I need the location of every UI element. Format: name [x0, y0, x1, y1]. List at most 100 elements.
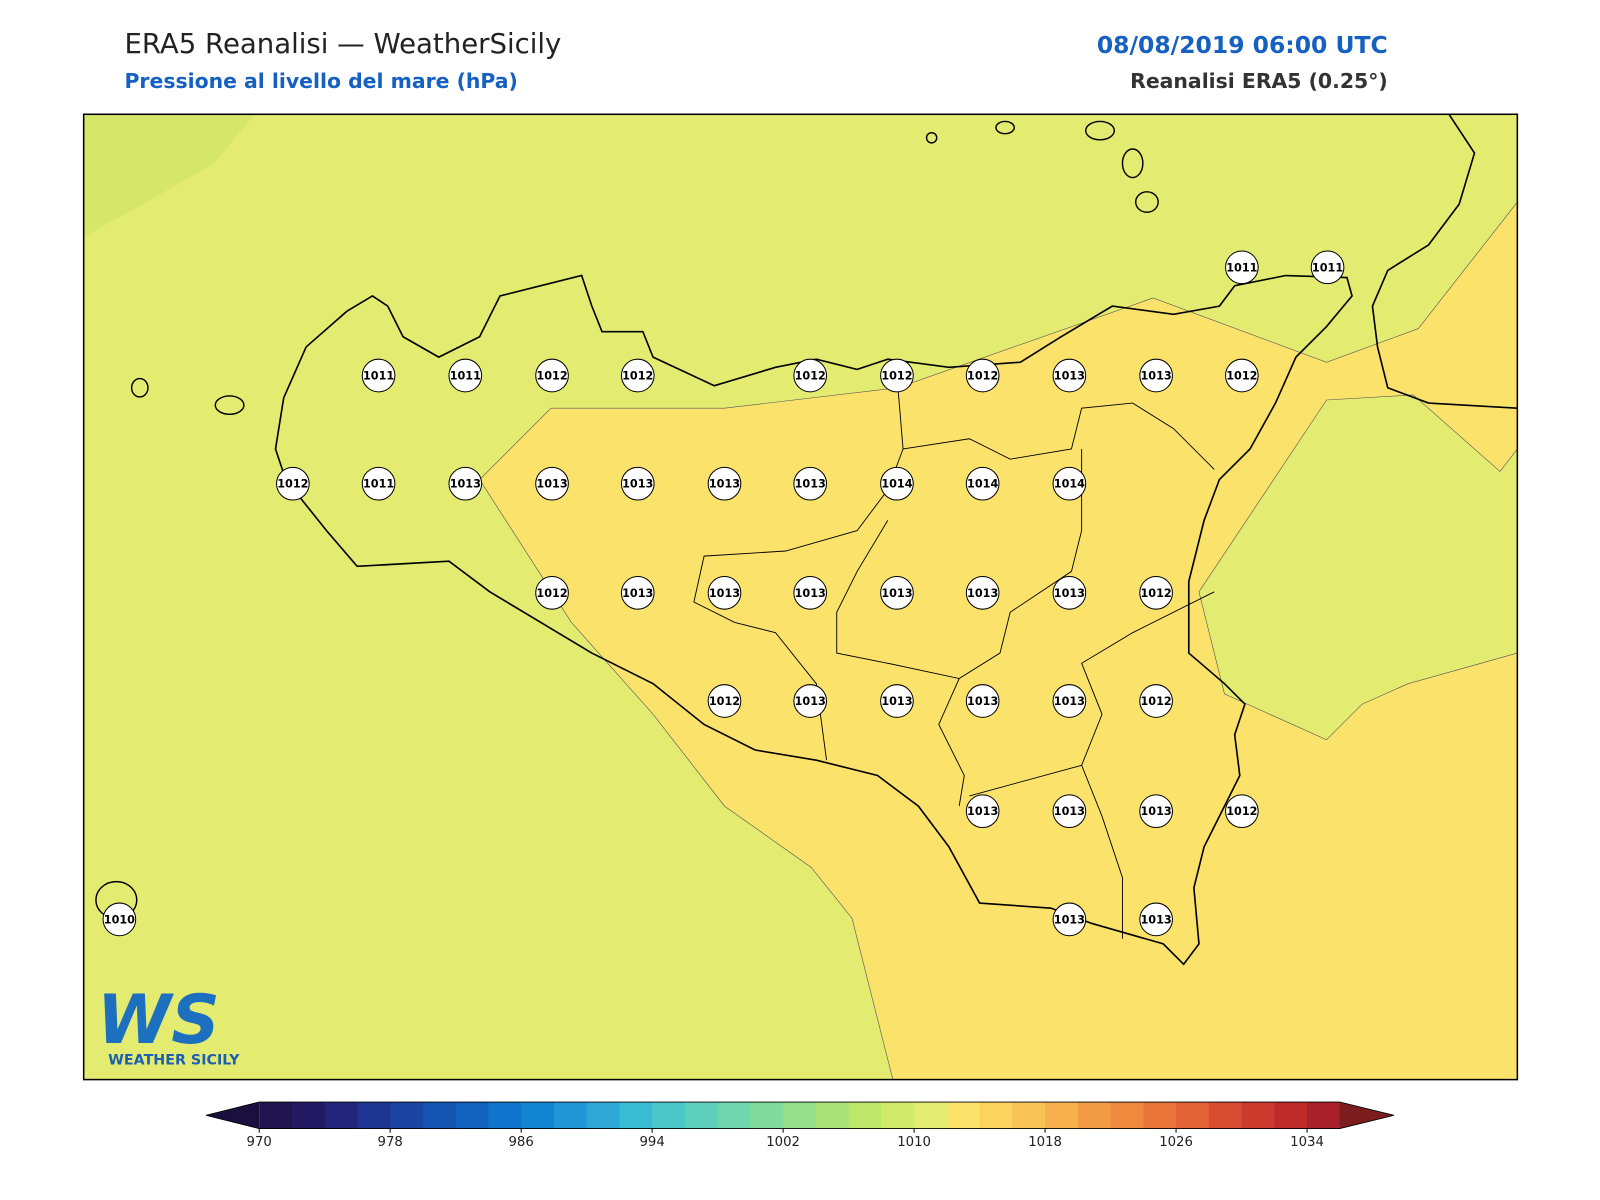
colorbar-segment [324, 1102, 358, 1129]
colorbar-extend-high [1339, 1102, 1394, 1129]
station-marker [1225, 250, 1259, 285]
colorbar-segment [1110, 1102, 1144, 1129]
colorbar-segment [521, 1102, 555, 1129]
logo-mark: WS [97, 980, 220, 1059]
colorbar-tick-label: 986 [509, 1135, 534, 1150]
station-marker [880, 576, 914, 610]
station-label: 1012 [536, 587, 567, 600]
subtitle: Pressione al livello del mare (hPa) [124, 69, 517, 93]
colorbar-segment [848, 1102, 882, 1129]
station-label: 1013 [967, 805, 998, 818]
pressure-field [479, 201, 1518, 1080]
station: 1014 [1052, 466, 1087, 501]
station: 1013 [793, 684, 828, 718]
station-label: 1010 [104, 913, 135, 926]
station-marker [1052, 576, 1087, 610]
colorbar-segment [717, 1102, 751, 1129]
colorbar-segment [291, 1102, 326, 1129]
station-marker [707, 576, 742, 610]
station: 1013 [965, 794, 1000, 829]
station-label: 1013 [881, 695, 912, 708]
station-label: 1013 [1141, 805, 1172, 818]
province-border [693, 387, 1215, 939]
station: 1013 [793, 466, 828, 501]
station-marker [1310, 250, 1345, 285]
station: 1014 [880, 466, 914, 501]
station-marker [1139, 794, 1173, 829]
station: 1013 [535, 466, 569, 501]
station: 1013 [448, 466, 483, 501]
station-label: 1013 [881, 587, 912, 600]
station: 1012 [1225, 794, 1259, 829]
logo-name: WEATHER SICILY [108, 1052, 240, 1068]
station-marker [620, 466, 655, 501]
station-marker [620, 576, 655, 610]
station-marker [1052, 358, 1087, 393]
station: 1011 [448, 358, 483, 393]
station: 1013 [1052, 684, 1087, 718]
station-label: 1012 [536, 370, 567, 383]
station-label: 1013 [1141, 370, 1172, 383]
colorbar-segment [1307, 1102, 1341, 1129]
colorbar-segment [1077, 1102, 1112, 1129]
colorbar-tick-label: 1010 [897, 1135, 931, 1150]
station: 1012 [276, 466, 310, 501]
colorbar-segment [1012, 1102, 1046, 1129]
station-marker [1052, 794, 1087, 829]
station-marker [535, 358, 569, 393]
station-label: 1013 [1054, 695, 1085, 708]
station-label: 1011 [450, 370, 481, 383]
station: 1011 [361, 358, 396, 393]
colorbar-segment [1208, 1102, 1243, 1129]
station-label: 1013 [1054, 805, 1085, 818]
station: 1010 [102, 902, 137, 937]
station: 1013 [1052, 358, 1087, 393]
station-marker [793, 684, 828, 718]
station-marker [1052, 902, 1087, 937]
colorbar-segment [750, 1102, 784, 1129]
colorbar-segment [1274, 1102, 1308, 1129]
station-label: 1014 [1054, 478, 1085, 491]
station-marker [880, 684, 914, 718]
datetime: 08/08/2019 06:00 UTC [1097, 31, 1388, 59]
station-marker [102, 902, 137, 937]
station-marker [448, 466, 483, 501]
station-marker [1052, 466, 1087, 501]
station: 1013 [1139, 794, 1173, 829]
station-label: 1013 [795, 478, 826, 491]
coastline [1371, 114, 1518, 409]
station-label: 1013 [1054, 913, 1085, 926]
station: 1013 [1052, 576, 1087, 610]
colorbar-segment [422, 1102, 457, 1129]
station: 1012 [707, 684, 742, 718]
station-marker [965, 358, 1000, 393]
station: 1012 [535, 576, 569, 610]
station-label: 1013 [622, 478, 653, 491]
station-marker [1139, 358, 1173, 393]
colorbar-segment [1143, 1102, 1177, 1129]
colorbar-segment [815, 1102, 850, 1129]
station-label: 1012 [1141, 587, 1172, 600]
colorbar-extend-low [206, 1102, 260, 1129]
colorbar-segment [357, 1102, 391, 1129]
station-label: 1013 [967, 587, 998, 600]
station-label: 1012 [709, 695, 740, 708]
station: 1012 [1225, 358, 1259, 393]
station: 1013 [1052, 902, 1087, 937]
colorbar-segment [1045, 1102, 1079, 1129]
colorbar-segment [652, 1102, 686, 1129]
source: Reanalisi ERA5 (0.25°) [1130, 69, 1388, 93]
station-marker [965, 684, 1000, 718]
station-label: 1011 [363, 370, 394, 383]
station: 1012 [535, 358, 569, 393]
colorbar-segment [488, 1102, 522, 1129]
station-marker [1139, 902, 1173, 937]
station: 1011 [361, 466, 396, 501]
station: 1012 [880, 358, 914, 393]
station-marker [965, 466, 1000, 501]
station-label: 1013 [1054, 587, 1085, 600]
colorbar-tick-label: 994 [639, 1135, 664, 1150]
colorbar-segment [946, 1102, 981, 1129]
station-marker [276, 466, 310, 501]
station-label: 1011 [363, 478, 394, 491]
